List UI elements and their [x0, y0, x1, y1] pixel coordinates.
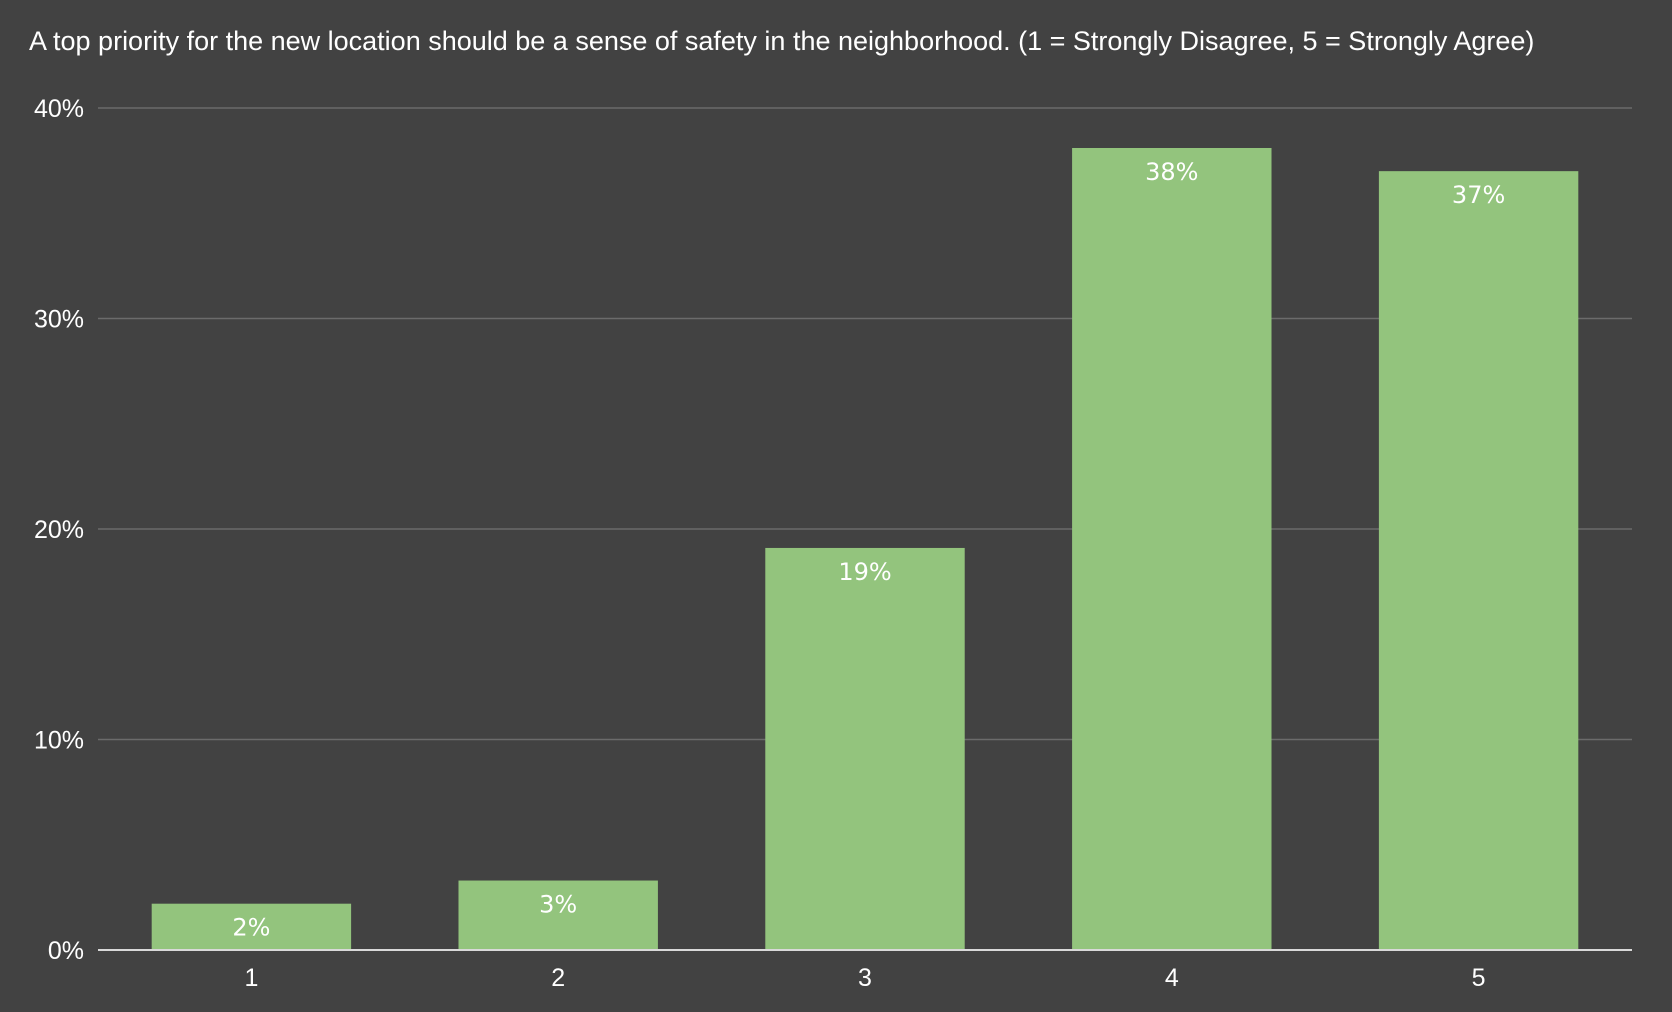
- data-labels: 2% 3% 19% 38% 37%: [232, 158, 1505, 942]
- gridlines: [98, 107, 1632, 741]
- x-tick-label: 2: [551, 964, 565, 992]
- bar: [458, 880, 658, 950]
- x-tick-label: 3: [858, 964, 872, 992]
- data-label: 2%: [232, 914, 270, 942]
- x-tick-label: 5: [1472, 964, 1486, 992]
- bars: [151, 147, 1579, 950]
- data-label: 3%: [539, 891, 577, 919]
- y-tick-label: 0%: [48, 937, 84, 965]
- y-tick-label: 30%: [34, 306, 84, 334]
- data-label: 19%: [838, 558, 891, 586]
- y-tick-label: 10%: [34, 727, 84, 755]
- bar: [151, 903, 352, 950]
- bar: [1072, 147, 1272, 950]
- chart-title: A top priority for the new location shou…: [29, 26, 1535, 56]
- data-label: 37%: [1452, 181, 1505, 209]
- axes: 0% 10% 20% 30% 40% 1 2 3 4 5: [34, 95, 1632, 992]
- bar: [1378, 171, 1579, 950]
- x-tick-label: 1: [244, 964, 258, 992]
- y-tick-label: 20%: [34, 516, 84, 544]
- y-tick-label: 40%: [34, 95, 84, 123]
- x-tick-label: 4: [1165, 964, 1179, 992]
- data-label: 38%: [1145, 158, 1198, 186]
- bar: [765, 547, 965, 950]
